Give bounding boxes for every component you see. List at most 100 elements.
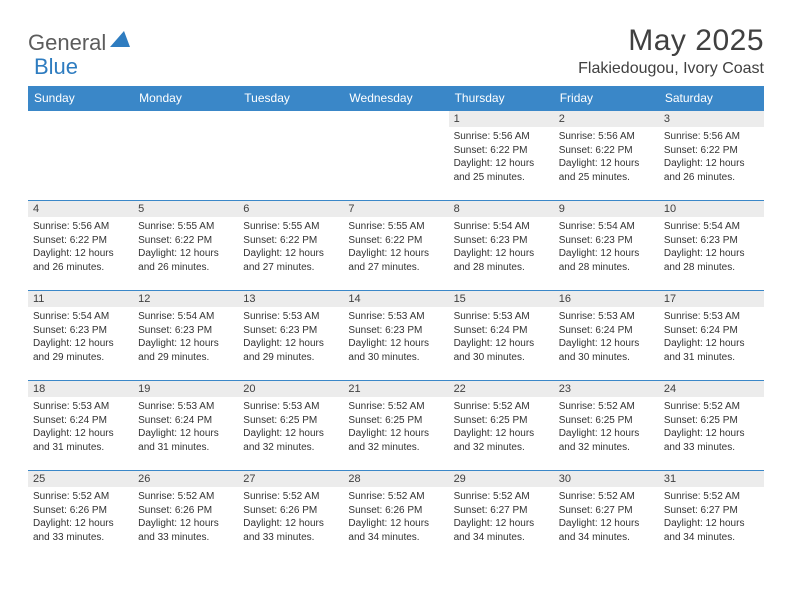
day-details: Sunrise: 5:53 AMSunset: 6:24 PMDaylight:… (554, 307, 659, 368)
calendar-day-cell: 11Sunrise: 5:54 AMSunset: 6:23 PMDayligh… (28, 291, 133, 381)
day-details: Sunrise: 5:56 AMSunset: 6:22 PMDaylight:… (659, 127, 764, 188)
calendar-day-cell: 2Sunrise: 5:56 AMSunset: 6:22 PMDaylight… (554, 111, 659, 201)
calendar-week-row: 1Sunrise: 5:56 AMSunset: 6:22 PMDaylight… (28, 111, 764, 201)
day-details: Sunrise: 5:55 AMSunset: 6:22 PMDaylight:… (133, 217, 238, 278)
calendar-day-cell: 23Sunrise: 5:52 AMSunset: 6:25 PMDayligh… (554, 381, 659, 471)
title-block: May 2025 Flakiedougou, Ivory Coast (578, 24, 764, 78)
day-number: 13 (238, 291, 343, 307)
day-number: 22 (449, 381, 554, 397)
day-number: 2 (554, 111, 659, 127)
calendar-day-cell: 26Sunrise: 5:52 AMSunset: 6:26 PMDayligh… (133, 471, 238, 561)
day-number: 5 (133, 201, 238, 217)
header: General May 2025 Flakiedougou, Ivory Coa… (28, 24, 764, 78)
day-details: Sunrise: 5:55 AMSunset: 6:22 PMDaylight:… (238, 217, 343, 278)
calendar-day-cell: 7Sunrise: 5:55 AMSunset: 6:22 PMDaylight… (343, 201, 448, 291)
day-details: Sunrise: 5:52 AMSunset: 6:25 PMDaylight:… (343, 397, 448, 458)
location-label: Flakiedougou, Ivory Coast (578, 60, 764, 78)
calendar-day-cell: 30Sunrise: 5:52 AMSunset: 6:27 PMDayligh… (554, 471, 659, 561)
calendar-day-cell: 21Sunrise: 5:52 AMSunset: 6:25 PMDayligh… (343, 381, 448, 471)
calendar-week-row: 11Sunrise: 5:54 AMSunset: 6:23 PMDayligh… (28, 291, 764, 381)
day-number: 31 (659, 471, 764, 487)
weekday-header: Friday (554, 86, 659, 111)
day-details: Sunrise: 5:52 AMSunset: 6:25 PMDaylight:… (554, 397, 659, 458)
day-number: 4 (28, 201, 133, 217)
calendar-day-cell (343, 111, 448, 201)
calendar-table: Sunday Monday Tuesday Wednesday Thursday… (28, 86, 764, 561)
day-details: Sunrise: 5:54 AMSunset: 6:23 PMDaylight:… (554, 217, 659, 278)
calendar-day-cell: 27Sunrise: 5:52 AMSunset: 6:26 PMDayligh… (238, 471, 343, 561)
day-details: Sunrise: 5:54 AMSunset: 6:23 PMDaylight:… (449, 217, 554, 278)
calendar-day-cell: 22Sunrise: 5:52 AMSunset: 6:25 PMDayligh… (449, 381, 554, 471)
day-details: Sunrise: 5:52 AMSunset: 6:27 PMDaylight:… (449, 487, 554, 548)
calendar-day-cell: 5Sunrise: 5:55 AMSunset: 6:22 PMDaylight… (133, 201, 238, 291)
day-details: Sunrise: 5:52 AMSunset: 6:26 PMDaylight:… (343, 487, 448, 548)
day-number: 18 (28, 381, 133, 397)
logo-triangle-icon (110, 31, 130, 52)
day-number: 21 (343, 381, 448, 397)
calendar-week-row: 18Sunrise: 5:53 AMSunset: 6:24 PMDayligh… (28, 381, 764, 471)
calendar-day-cell: 12Sunrise: 5:54 AMSunset: 6:23 PMDayligh… (133, 291, 238, 381)
calendar-body: 1Sunrise: 5:56 AMSunset: 6:22 PMDaylight… (28, 111, 764, 561)
weekday-header-row: Sunday Monday Tuesday Wednesday Thursday… (28, 86, 764, 111)
calendar-day-cell: 19Sunrise: 5:53 AMSunset: 6:24 PMDayligh… (133, 381, 238, 471)
calendar-day-cell: 10Sunrise: 5:54 AMSunset: 6:23 PMDayligh… (659, 201, 764, 291)
weekday-header: Sunday (28, 86, 133, 111)
calendar-day-cell: 8Sunrise: 5:54 AMSunset: 6:23 PMDaylight… (449, 201, 554, 291)
day-number: 11 (28, 291, 133, 307)
day-details: Sunrise: 5:54 AMSunset: 6:23 PMDaylight:… (659, 217, 764, 278)
calendar-day-cell: 4Sunrise: 5:56 AMSunset: 6:22 PMDaylight… (28, 201, 133, 291)
calendar-day-cell: 9Sunrise: 5:54 AMSunset: 6:23 PMDaylight… (554, 201, 659, 291)
day-number: 9 (554, 201, 659, 217)
day-details: Sunrise: 5:52 AMSunset: 6:26 PMDaylight:… (133, 487, 238, 548)
day-details: Sunrise: 5:52 AMSunset: 6:27 PMDaylight:… (554, 487, 659, 548)
logo: General (28, 30, 132, 56)
calendar-day-cell: 25Sunrise: 5:52 AMSunset: 6:26 PMDayligh… (28, 471, 133, 561)
day-details: Sunrise: 5:53 AMSunset: 6:25 PMDaylight:… (238, 397, 343, 458)
calendar-day-cell: 28Sunrise: 5:52 AMSunset: 6:26 PMDayligh… (343, 471, 448, 561)
day-number: 26 (133, 471, 238, 487)
weekday-header: Thursday (449, 86, 554, 111)
calendar-week-row: 4Sunrise: 5:56 AMSunset: 6:22 PMDaylight… (28, 201, 764, 291)
day-number: 12 (133, 291, 238, 307)
weekday-header: Tuesday (238, 86, 343, 111)
calendar-day-cell: 24Sunrise: 5:52 AMSunset: 6:25 PMDayligh… (659, 381, 764, 471)
day-number: 6 (238, 201, 343, 217)
day-details: Sunrise: 5:56 AMSunset: 6:22 PMDaylight:… (449, 127, 554, 188)
calendar-day-cell (28, 111, 133, 201)
day-number: 23 (554, 381, 659, 397)
calendar-day-cell (238, 111, 343, 201)
day-number: 27 (238, 471, 343, 487)
calendar-day-cell: 15Sunrise: 5:53 AMSunset: 6:24 PMDayligh… (449, 291, 554, 381)
day-details: Sunrise: 5:52 AMSunset: 6:26 PMDaylight:… (238, 487, 343, 548)
logo-text-blue: Blue (34, 54, 78, 79)
day-number: 8 (449, 201, 554, 217)
day-details: Sunrise: 5:56 AMSunset: 6:22 PMDaylight:… (554, 127, 659, 188)
calendar-day-cell: 1Sunrise: 5:56 AMSunset: 6:22 PMDaylight… (449, 111, 554, 201)
calendar-day-cell: 20Sunrise: 5:53 AMSunset: 6:25 PMDayligh… (238, 381, 343, 471)
logo-text-general: General (28, 30, 106, 56)
day-number: 17 (659, 291, 764, 307)
logo-line2: Blue (34, 54, 78, 80)
day-details: Sunrise: 5:53 AMSunset: 6:24 PMDaylight:… (133, 397, 238, 458)
day-details: Sunrise: 5:54 AMSunset: 6:23 PMDaylight:… (28, 307, 133, 368)
day-number: 29 (449, 471, 554, 487)
day-number: 7 (343, 201, 448, 217)
calendar-day-cell: 6Sunrise: 5:55 AMSunset: 6:22 PMDaylight… (238, 201, 343, 291)
day-number: 15 (449, 291, 554, 307)
day-number: 1 (449, 111, 554, 127)
day-details: Sunrise: 5:52 AMSunset: 6:26 PMDaylight:… (28, 487, 133, 548)
calendar-page: General May 2025 Flakiedougou, Ivory Coa… (0, 0, 792, 561)
calendar-day-cell (133, 111, 238, 201)
day-details: Sunrise: 5:52 AMSunset: 6:25 PMDaylight:… (449, 397, 554, 458)
day-details: Sunrise: 5:53 AMSunset: 6:23 PMDaylight:… (238, 307, 343, 368)
day-number: 20 (238, 381, 343, 397)
calendar-week-row: 25Sunrise: 5:52 AMSunset: 6:26 PMDayligh… (28, 471, 764, 561)
day-details: Sunrise: 5:54 AMSunset: 6:23 PMDaylight:… (133, 307, 238, 368)
day-details: Sunrise: 5:56 AMSunset: 6:22 PMDaylight:… (28, 217, 133, 278)
day-details: Sunrise: 5:53 AMSunset: 6:24 PMDaylight:… (28, 397, 133, 458)
calendar-day-cell: 13Sunrise: 5:53 AMSunset: 6:23 PMDayligh… (238, 291, 343, 381)
day-number: 14 (343, 291, 448, 307)
day-details: Sunrise: 5:53 AMSunset: 6:24 PMDaylight:… (659, 307, 764, 368)
day-number: 16 (554, 291, 659, 307)
day-details: Sunrise: 5:52 AMSunset: 6:27 PMDaylight:… (659, 487, 764, 548)
